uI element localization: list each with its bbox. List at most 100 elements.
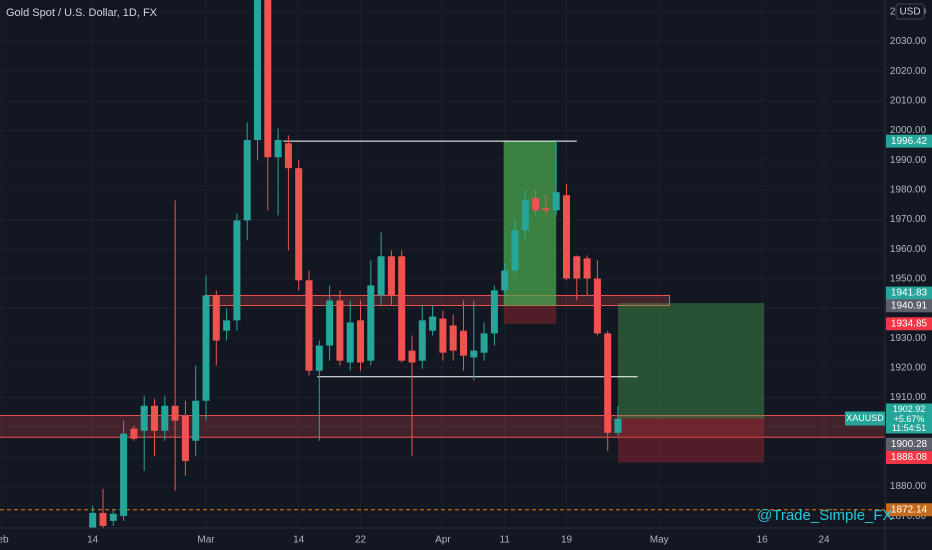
candle-body xyxy=(161,405,169,431)
candle-body xyxy=(336,300,344,361)
y-tick-label: 2000.00 xyxy=(890,125,927,136)
candle-body xyxy=(460,330,467,356)
x-tick-label: 24 xyxy=(818,535,830,546)
current-countdown: 11:54:51 xyxy=(892,423,926,433)
candle-body xyxy=(295,168,303,281)
x-tick-label: 14 xyxy=(293,535,305,546)
time-axis xyxy=(0,528,932,550)
candle-body xyxy=(439,318,447,353)
y-tick-label: 1980.00 xyxy=(890,184,927,195)
price-label: 1888.08 xyxy=(891,452,928,463)
symbol-tag-box xyxy=(845,411,885,426)
zone xyxy=(0,415,885,438)
y-tick-label: 2030.00 xyxy=(890,36,927,47)
price-label-box xyxy=(886,503,932,517)
candle-body xyxy=(418,320,426,361)
y-tick-label: 1910.00 xyxy=(890,392,927,403)
candle-body xyxy=(305,280,313,371)
candle-body xyxy=(326,300,334,346)
candle-body xyxy=(480,333,488,353)
watermark: @Trade_Simple_FX xyxy=(757,507,893,524)
candle-body xyxy=(223,320,231,331)
candle-body xyxy=(449,325,457,351)
candle-body xyxy=(99,512,107,526)
candle-body xyxy=(140,405,148,431)
candle-body xyxy=(109,513,117,521)
current-change: +5.67% xyxy=(894,414,925,424)
price-label-box xyxy=(886,134,932,148)
price-label-box xyxy=(886,317,932,331)
candle-body xyxy=(233,220,241,321)
price-label-box xyxy=(886,451,932,465)
candle-body xyxy=(264,0,272,158)
price-label-box xyxy=(886,286,932,300)
x-tick-label: May xyxy=(650,535,669,546)
x-tick-label: Mar xyxy=(197,535,215,546)
candle-body xyxy=(563,195,570,279)
candle-body xyxy=(243,140,251,221)
candle-body xyxy=(470,350,478,358)
currency: USD xyxy=(899,7,920,18)
position-loss xyxy=(618,418,765,463)
candle-body xyxy=(614,418,622,433)
x-tick-label: 19 xyxy=(561,535,573,546)
x-tick-label: Apr xyxy=(435,535,451,546)
price-label: 1941.83 xyxy=(891,288,928,299)
candle-body xyxy=(284,143,292,169)
candle-body xyxy=(254,0,261,141)
candle-body xyxy=(130,428,138,439)
y-tick-label: 2020.00 xyxy=(890,66,927,77)
price-label-box xyxy=(886,437,932,451)
candle-body xyxy=(501,270,509,291)
candle-body xyxy=(511,230,519,271)
candle-body xyxy=(583,258,591,279)
candle-body xyxy=(315,345,323,371)
candle-body xyxy=(532,198,540,211)
price-label: 1900.28 xyxy=(891,439,928,450)
x-tick-label: 22 xyxy=(355,535,367,546)
chart-title: Gold Spot / U.S. Dollar, 1D, FX xyxy=(6,7,158,19)
candle-body xyxy=(542,208,550,211)
y-tick-label: 1990.00 xyxy=(890,155,927,166)
candle-body xyxy=(274,140,282,158)
candle-body xyxy=(490,290,498,334)
candle-body xyxy=(604,333,612,433)
price-label: 1940.91 xyxy=(891,300,928,311)
candle-body xyxy=(552,192,560,211)
position-profit xyxy=(618,303,765,419)
candles xyxy=(89,0,622,528)
candle-body xyxy=(151,405,158,431)
y-tick-label: 1920.00 xyxy=(890,362,927,373)
candle-body xyxy=(192,400,200,441)
candle-body xyxy=(367,285,375,361)
candle-body xyxy=(202,295,210,401)
symbol-tag: XAUUSD xyxy=(846,413,884,423)
candle-body xyxy=(120,433,128,516)
candle-body xyxy=(429,316,437,331)
y-tick-label: 1950.00 xyxy=(890,273,927,284)
candle-body xyxy=(346,322,354,363)
candle-body xyxy=(171,405,179,421)
x-tick-label: 16 xyxy=(757,535,769,546)
candle-body xyxy=(181,415,189,461)
candle-body xyxy=(387,256,395,296)
candle-body xyxy=(573,256,581,279)
price-label: 1996.42 xyxy=(891,136,928,147)
candle-body xyxy=(593,278,601,334)
x-tick-label: Feb xyxy=(0,535,9,546)
y-tick-label: 1970.00 xyxy=(890,214,927,225)
currency-box xyxy=(895,3,925,20)
position-profit xyxy=(503,141,557,306)
candle-body xyxy=(89,512,97,528)
current-price-box xyxy=(886,403,932,434)
price-label: 1934.85 xyxy=(891,318,928,329)
x-tick-label: 11 xyxy=(500,535,511,546)
price-label: 1872.14 xyxy=(891,504,928,515)
y-tick-label: 1880.00 xyxy=(890,481,927,492)
price-label-box xyxy=(886,299,932,313)
position-loss xyxy=(503,305,557,324)
candle-body xyxy=(398,256,406,361)
